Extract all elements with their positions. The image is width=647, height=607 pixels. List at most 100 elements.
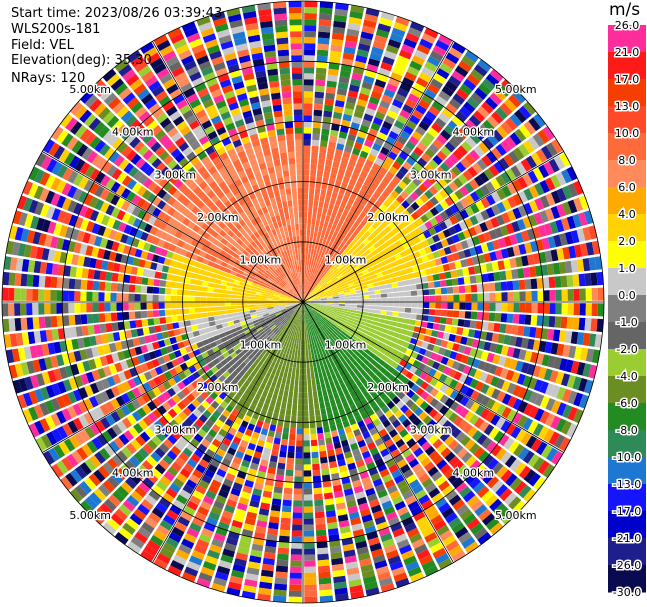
range-gate <box>418 347 427 356</box>
range-gate <box>274 431 282 439</box>
range-gate <box>527 420 539 434</box>
range-gate <box>532 167 544 181</box>
range-gate <box>335 283 342 288</box>
range-gate <box>289 433 296 441</box>
range-gate <box>350 590 365 600</box>
range-gate <box>247 442 256 451</box>
range-gate <box>196 341 204 349</box>
range-gate <box>233 319 240 325</box>
range-gate <box>242 295 250 299</box>
range-gate <box>5 349 15 364</box>
range-gate <box>356 289 363 294</box>
range-gate <box>414 49 428 61</box>
range-gate <box>99 447 111 461</box>
range-gate <box>165 487 178 499</box>
range-gate <box>408 135 420 146</box>
range-gate <box>448 153 459 165</box>
range-gate <box>63 327 71 339</box>
range-gate <box>458 531 472 544</box>
range-gate <box>439 280 447 287</box>
range-gate <box>245 350 252 358</box>
range-gate <box>230 298 237 302</box>
range-gate <box>243 380 251 388</box>
range-gate <box>509 359 518 370</box>
range-gate <box>195 484 207 495</box>
range-gate <box>332 26 346 35</box>
range-gate <box>126 390 136 401</box>
range-gate <box>346 331 354 338</box>
range-gate <box>376 73 389 83</box>
range-gate <box>424 189 434 200</box>
range-gate <box>347 248 354 255</box>
range-gate <box>303 458 311 465</box>
range-gate <box>485 73 500 87</box>
range-gate <box>309 286 314 293</box>
range-gate <box>20 362 30 376</box>
range-gate <box>99 237 109 249</box>
range-gate <box>157 340 166 348</box>
range-gate <box>411 332 420 339</box>
range-gate <box>368 499 380 508</box>
range-gate <box>256 388 264 396</box>
range-gate <box>329 256 335 263</box>
range-gate <box>304 290 307 297</box>
range-gate <box>482 513 496 526</box>
range-gate <box>329 135 338 143</box>
range-gate <box>426 419 437 430</box>
range-gate <box>239 439 249 448</box>
range-gate <box>483 168 495 180</box>
range-gate <box>178 543 192 555</box>
range-gate <box>215 527 228 537</box>
range-gate <box>348 218 356 227</box>
range-gate <box>452 499 466 511</box>
range-gate <box>363 519 375 529</box>
range-gate <box>369 447 379 456</box>
range-gate <box>466 257 474 267</box>
range-gate <box>309 331 313 338</box>
range-gate <box>341 317 348 322</box>
range-gate <box>374 309 381 314</box>
range-gate <box>471 339 480 348</box>
range-gate <box>354 181 363 190</box>
range-gate <box>286 314 291 320</box>
range-gate <box>98 313 106 323</box>
range-gate <box>108 494 121 507</box>
range-gate <box>561 420 572 435</box>
range-gate <box>269 312 276 317</box>
range-gate <box>455 161 467 173</box>
range-gate <box>224 344 233 351</box>
range-gate <box>342 401 350 409</box>
range-gate <box>164 309 172 316</box>
range-gate <box>431 423 442 434</box>
range-gate <box>159 519 173 531</box>
range-gate <box>247 561 261 570</box>
range-gate <box>436 67 450 80</box>
range-gate <box>572 274 580 287</box>
range-gate <box>369 168 378 177</box>
range-gate <box>432 323 440 331</box>
range-gate <box>155 332 164 341</box>
range-gate <box>294 312 299 319</box>
range-gate <box>198 414 208 424</box>
range-gate <box>234 476 245 485</box>
range-gate <box>315 328 320 335</box>
range-gate <box>594 334 603 348</box>
range-gate <box>585 303 592 316</box>
range-gate <box>566 274 574 287</box>
range-gate <box>88 473 101 487</box>
range-gate <box>292 361 297 368</box>
range-gate <box>277 315 284 320</box>
range-gate <box>475 381 485 392</box>
range-gate <box>359 278 366 284</box>
range-gate <box>420 425 431 436</box>
range-gate <box>285 299 292 301</box>
range-gate <box>464 218 474 228</box>
range-gate <box>272 595 287 603</box>
range-gate <box>219 515 232 525</box>
range-gate <box>148 351 157 360</box>
range-gate <box>485 411 496 423</box>
range-gate <box>486 241 495 252</box>
range-gate <box>474 87 488 100</box>
range-gate <box>270 354 276 361</box>
range-gate <box>380 332 388 339</box>
